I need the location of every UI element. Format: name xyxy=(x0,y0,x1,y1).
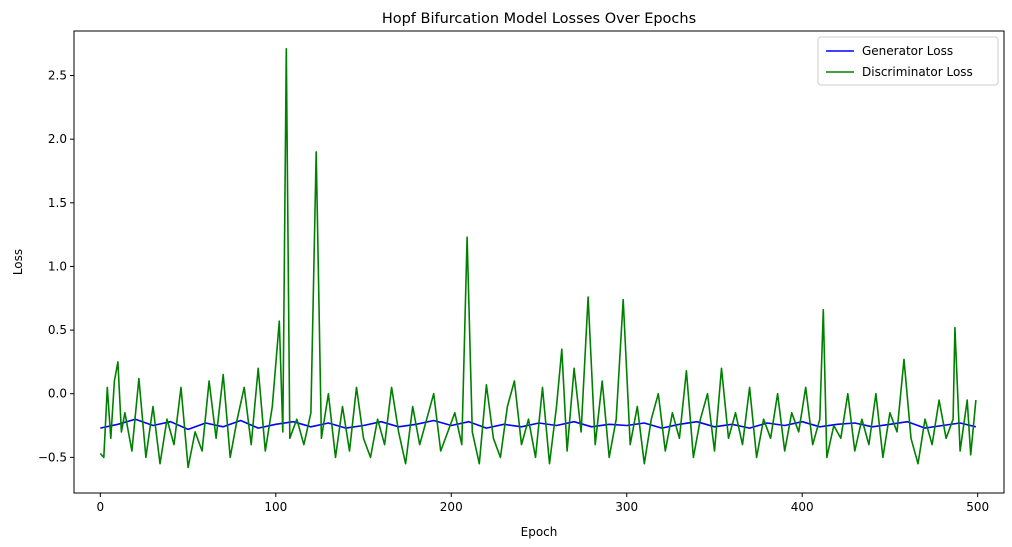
legend-label-discriminator: Discriminator Loss xyxy=(862,65,973,79)
y-axis-label: Loss xyxy=(11,249,25,275)
y-tick-label: 2.5 xyxy=(48,69,67,83)
legend-label-generator: Generator Loss xyxy=(862,44,953,58)
y-tick-label: 0.0 xyxy=(48,387,67,401)
x-tick-label: 200 xyxy=(440,500,463,514)
plot-area-frame xyxy=(73,30,1005,494)
y-tick-label: 0.5 xyxy=(48,323,67,337)
legend: Generator Loss Discriminator Loss xyxy=(817,36,999,86)
y-tick-label: 1.0 xyxy=(48,259,67,273)
x-tick-label: 500 xyxy=(966,500,989,514)
x-tick-label: 0 xyxy=(97,500,105,514)
x-tick-label: 100 xyxy=(264,500,287,514)
series-layer xyxy=(99,47,977,469)
x-axis: 0 100 200 300 400 500 xyxy=(97,493,989,514)
x-tick-label: 300 xyxy=(615,500,638,514)
chart-title: Hopf Bifurcation Model Losses Over Epoch… xyxy=(382,11,696,27)
x-tick-label: 400 xyxy=(791,500,814,514)
series-line-discriminator xyxy=(99,47,977,469)
x-axis-label: Epoch xyxy=(521,525,558,539)
y-axis: −0.5 0.0 0.5 1.0 1.5 2.0 2.5 xyxy=(38,69,74,464)
legend-box xyxy=(817,36,999,86)
y-tick-label: 1.5 xyxy=(48,196,67,210)
y-tick-label: 2.0 xyxy=(48,132,67,146)
y-tick-label: −0.5 xyxy=(38,450,67,464)
